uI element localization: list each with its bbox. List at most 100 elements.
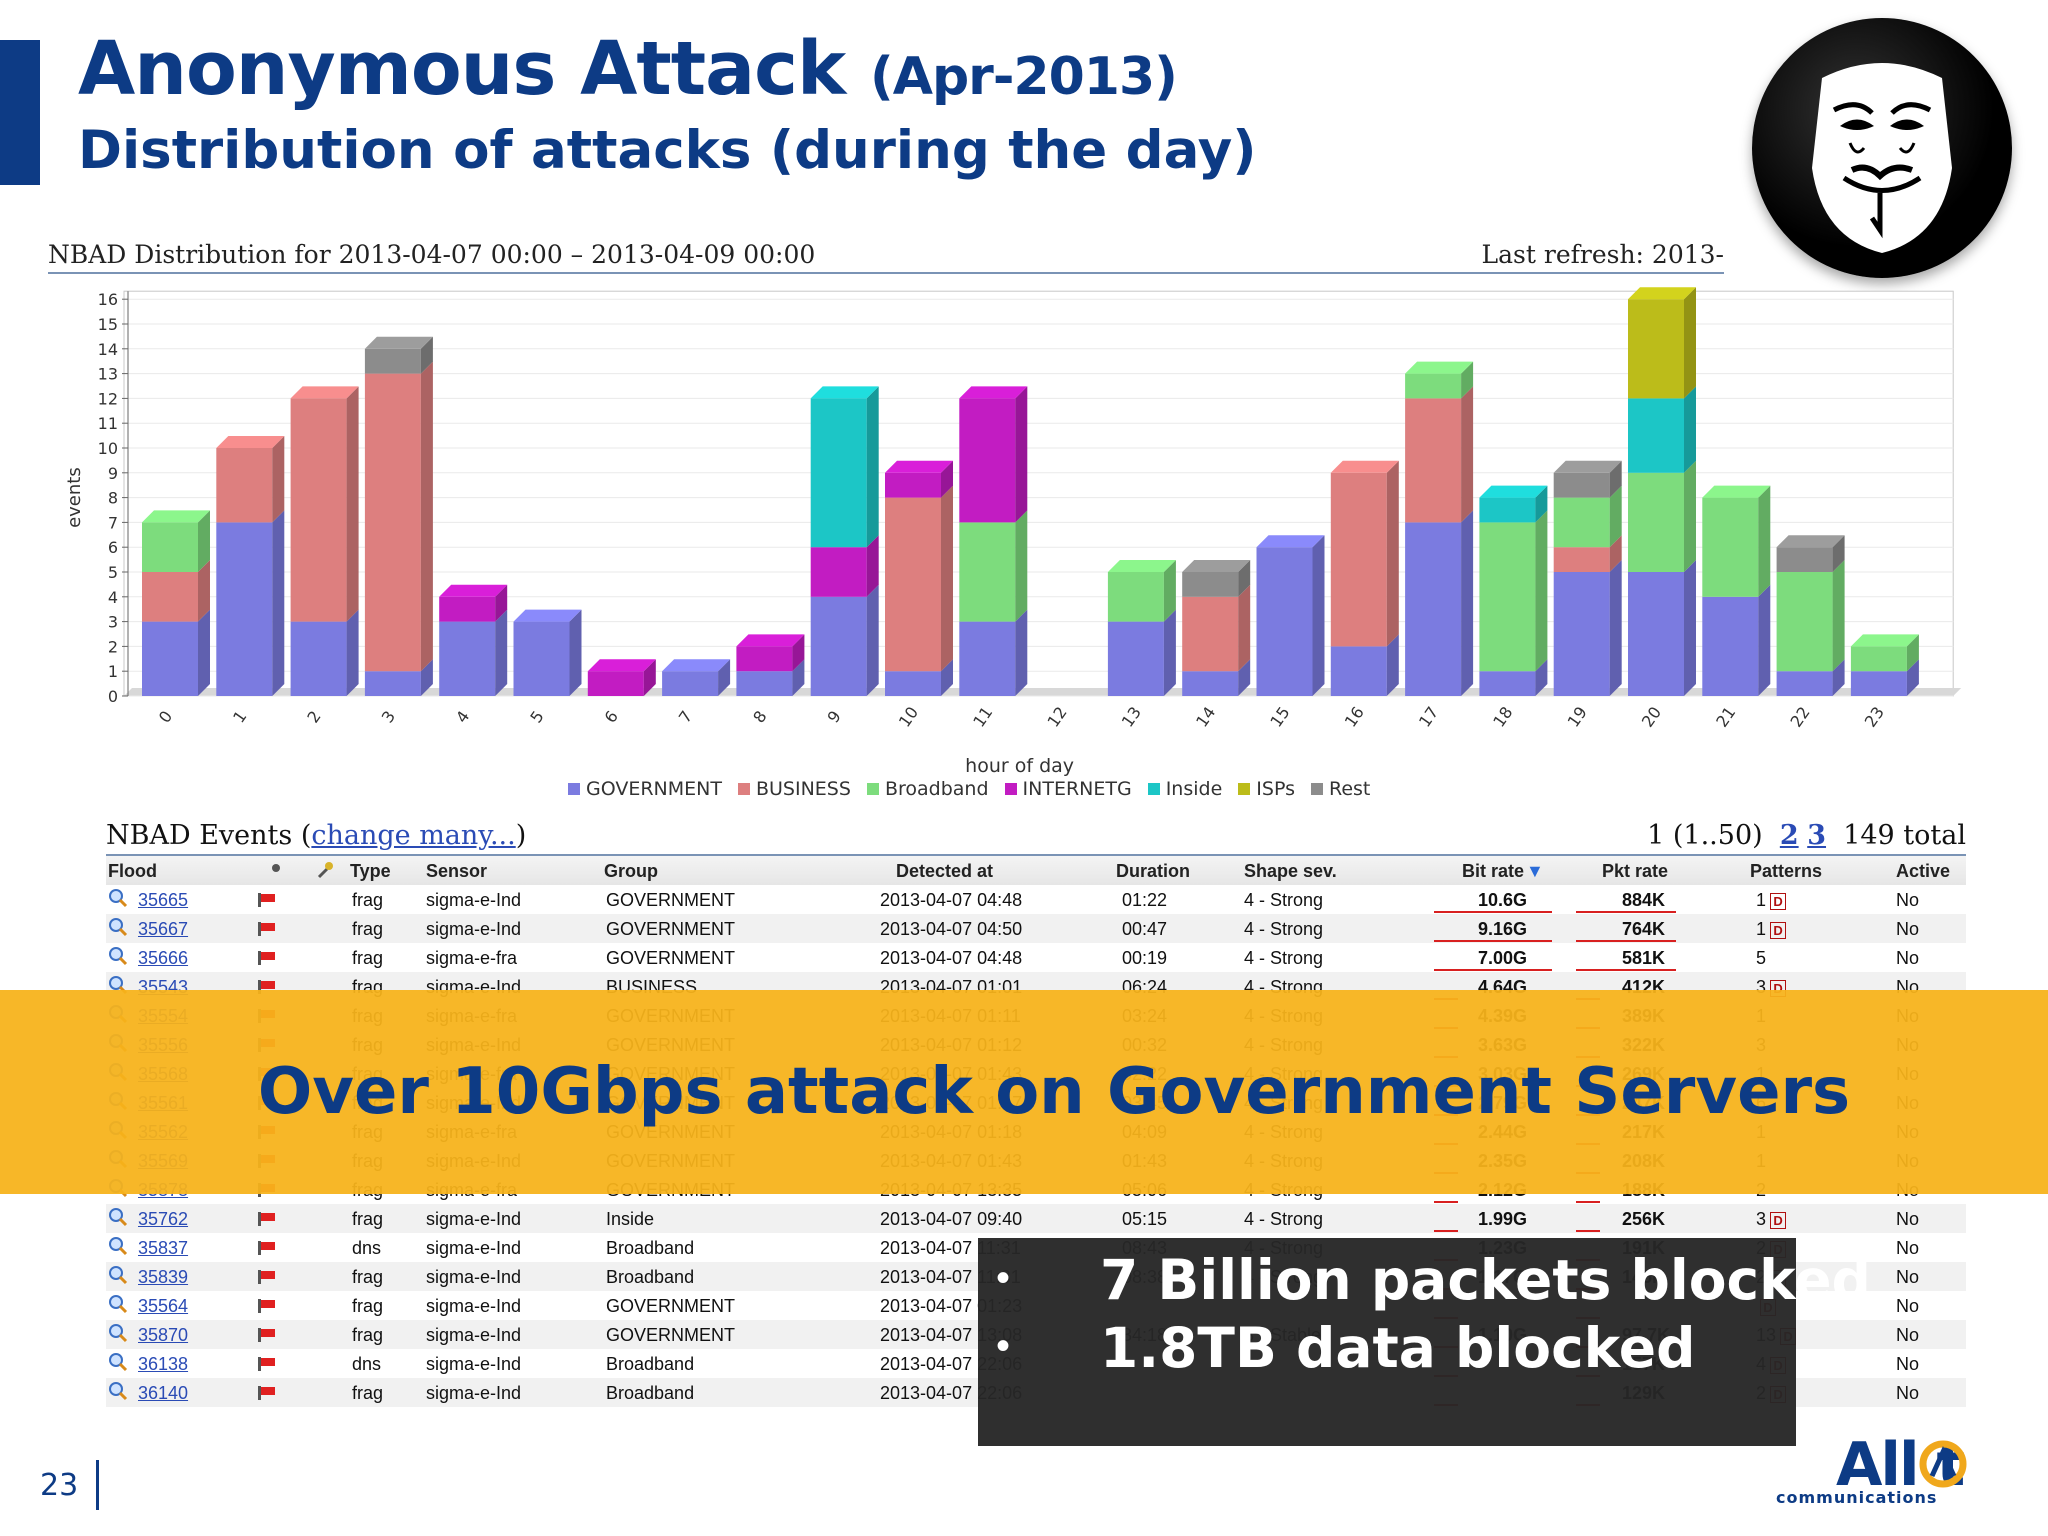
flag-icon[interactable] xyxy=(258,1239,276,1255)
bar-segment-government xyxy=(513,621,570,696)
change-many-link[interactable]: change many... xyxy=(311,820,516,851)
bar-segment-internetg xyxy=(810,547,867,597)
magnifier-icon[interactable] xyxy=(108,1207,128,1227)
flag-icon[interactable] xyxy=(258,1268,276,1284)
bar-side-broadband xyxy=(1758,485,1771,597)
flag-icon[interactable] xyxy=(258,1384,276,1400)
flag-icon[interactable] xyxy=(258,1326,276,1342)
pattern-d-icon[interactable]: D xyxy=(1770,921,1787,939)
flag-icon[interactable] xyxy=(258,1210,276,1226)
bar-segment-broadband xyxy=(1776,572,1833,672)
col-patterns[interactable]: Patterns xyxy=(1750,861,1823,881)
flood-id-link[interactable]: 35666 xyxy=(138,948,189,968)
pagination: 1 (1..50) 2 3 149 total xyxy=(1647,820,1966,851)
bar-side-internetg xyxy=(866,535,879,597)
pattern-d-icon[interactable]: D xyxy=(1770,892,1787,910)
patterns-count: 3 xyxy=(1756,1209,1767,1229)
bar-side-broadband xyxy=(1609,485,1622,548)
y-tick-label: 10 xyxy=(98,439,118,458)
col-bitrate[interactable]: Bit rate xyxy=(1462,861,1525,881)
page-2-link[interactable]: 2 xyxy=(1779,820,1799,851)
col-type[interactable]: Type xyxy=(350,861,391,881)
type-cell: dns xyxy=(352,1354,382,1374)
bar-side-business xyxy=(272,436,285,523)
col-flood[interactable]: Flood xyxy=(108,861,157,881)
bar-segment-government xyxy=(1776,671,1833,696)
flood-id-link[interactable]: 35564 xyxy=(138,1296,189,1316)
sensor-cell: sigma-e-Ind xyxy=(426,1238,522,1258)
magnifier-icon[interactable] xyxy=(108,1352,128,1372)
bar-side-government xyxy=(1015,609,1028,696)
legend-item: Rest xyxy=(1310,774,1370,804)
magnifier-icon[interactable] xyxy=(108,888,128,908)
table-row[interactable]: 35666 frag sigma-e-fra GOVERNMENT 2013-04-07… xyxy=(106,943,1966,972)
active-cell: No xyxy=(1896,1296,1920,1316)
pattern-d-icon[interactable]: D xyxy=(1770,1211,1787,1229)
flood-id-link[interactable]: 35839 xyxy=(138,1267,189,1287)
pktrate-cell: 764K xyxy=(1622,919,1666,939)
bar-side-government xyxy=(866,584,879,696)
col-active[interactable]: Active xyxy=(1896,861,1951,881)
magnifier-icon[interactable] xyxy=(108,1265,128,1285)
col-shape[interactable]: Shape sev. xyxy=(1244,861,1337,881)
bitrate-cell: 9.16G xyxy=(1478,919,1528,939)
y-tick-label: 12 xyxy=(98,389,118,408)
magnifier-icon[interactable] xyxy=(108,1381,128,1401)
flag-icon[interactable] xyxy=(258,1355,276,1371)
flag-icon[interactable] xyxy=(258,978,276,994)
detected-cell: 2013-04-07 04:50 xyxy=(880,919,1023,939)
magnifier-icon[interactable] xyxy=(108,1236,128,1256)
y-tick-label: 3 xyxy=(108,613,118,632)
group-cell: GOVERNMENT xyxy=(606,1325,736,1345)
headline-banner: Over 10Gbps attack on Government Servers xyxy=(0,990,2048,1194)
bar-side-government xyxy=(569,609,582,696)
flood-id-link[interactable]: 35762 xyxy=(138,1209,189,1229)
table-row[interactable]: 35667 frag sigma-e-Ind GOVERNMENT 2013-04-07… xyxy=(106,914,1966,943)
magnifier-icon[interactable] xyxy=(108,917,128,937)
chart-legend: GOVERNMENT BUSINESS Broadband INTERNETG Insi… xyxy=(568,774,1370,804)
bar-side-government xyxy=(1758,584,1771,696)
pktrate-underline xyxy=(1576,940,1676,942)
col-duration[interactable]: Duration xyxy=(1116,861,1190,881)
flood-id-link[interactable]: 36140 xyxy=(138,1383,189,1403)
status-dot-icon xyxy=(272,864,280,872)
bullet-icon: • xyxy=(996,1324,1011,1368)
flood-id-link[interactable]: 35667 xyxy=(138,919,189,939)
flag-icon[interactable] xyxy=(258,920,276,936)
page-3-link[interactable]: 3 xyxy=(1807,820,1827,851)
x-tick-label: 22 xyxy=(1786,703,1813,731)
table-row[interactable]: 35762 frag sigma-e-Ind Inside 2013-04-07 09:… xyxy=(106,1204,1966,1233)
col-group[interactable]: Group xyxy=(604,861,658,881)
table-row[interactable]: 35665 frag sigma-e-Ind GOVERNMENT 2013-04-07… xyxy=(106,885,1966,914)
flag-icon[interactable] xyxy=(258,949,276,965)
col-pktrate[interactable]: Pkt rate xyxy=(1602,861,1669,881)
magnifier-icon[interactable] xyxy=(108,1323,128,1343)
events-title-close: ) xyxy=(515,820,527,851)
col-sensor[interactable]: Sensor xyxy=(426,861,488,881)
bar-segment-government xyxy=(1107,621,1164,696)
duration-cell: 00:19 xyxy=(1122,948,1168,968)
bar-side-rest xyxy=(420,336,433,374)
x-tick-label: 2 xyxy=(303,707,324,726)
flag-icon[interactable] xyxy=(258,891,276,907)
bar-side-government xyxy=(272,510,285,696)
col-detected[interactable]: Detected at xyxy=(896,861,994,881)
flag-icon[interactable] xyxy=(258,1297,276,1313)
bar-side-government xyxy=(1609,560,1622,696)
bar-segment-inside xyxy=(810,398,867,548)
magnifier-icon[interactable] xyxy=(108,1294,128,1314)
flood-id-link[interactable]: 35665 xyxy=(138,890,189,910)
y-tick-label: 14 xyxy=(98,340,118,359)
bullet-icon: • xyxy=(996,1256,1011,1300)
magnifier-icon[interactable] xyxy=(108,946,128,966)
y-tick-label: 9 xyxy=(108,464,118,483)
bar-segment-government xyxy=(439,621,496,696)
sensor-cell: sigma-e-fra xyxy=(426,948,518,968)
bar-segment-broadband xyxy=(1628,472,1684,572)
flood-id-link[interactable]: 35837 xyxy=(138,1238,189,1258)
bar-side-business xyxy=(198,560,210,622)
bar-top xyxy=(1107,560,1176,572)
flood-id-link[interactable]: 36138 xyxy=(138,1354,189,1374)
flood-id-link[interactable]: 35870 xyxy=(138,1325,189,1345)
